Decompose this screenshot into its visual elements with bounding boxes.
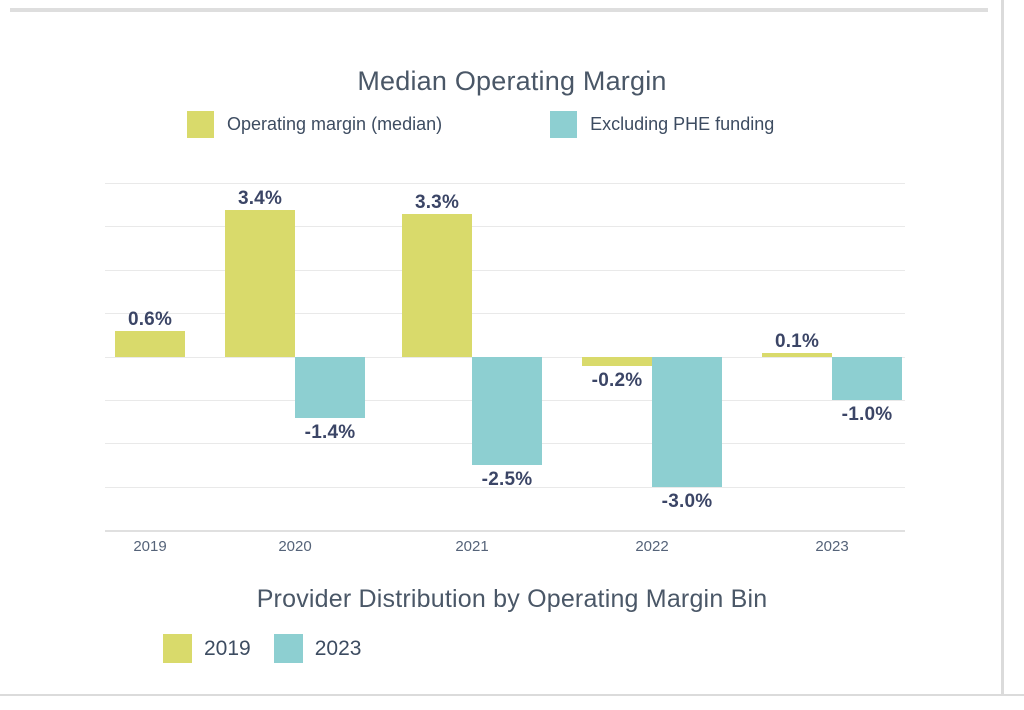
data-label-2021-series2: -2.5% [481, 469, 533, 491]
page-top-border [10, 8, 988, 12]
data-label-2021-series1: 3.3% [414, 192, 460, 214]
page-right-border [1001, 0, 1004, 695]
gridline [105, 183, 905, 184]
data-label-2019-series1: 0.6% [127, 309, 173, 331]
gridline [105, 486, 905, 488]
legend-label-2019: 2019 [204, 636, 251, 660]
gridline [105, 313, 905, 315]
chart1-legend: Operating margin (median) Excluding PHE … [187, 111, 774, 138]
bar-2020-series1 [225, 209, 295, 357]
legend-label-excluding-phe: Excluding PHE funding [590, 114, 775, 134]
page-bottom-border [0, 694, 1024, 696]
legend-swatch-operating-margin [187, 111, 214, 138]
x-tick-label-2019: 2019 [133, 538, 167, 555]
data-label-2022-series1: -0.2% [591, 369, 643, 391]
bar-2019-series1 [115, 331, 185, 357]
bar-chart-plot-area: 0.6% 3.4% -1.4% 3.3% -2.5% -0.2% -3.0% 0.1% -1.0… [105, 183, 905, 532]
bar-2022-series1 [582, 357, 652, 366]
bar-2023-series1 [762, 352, 832, 357]
chart2-title: Provider Distribution by Operating Margi… [256, 585, 768, 613]
legend-swatch-2023 [273, 634, 303, 663]
bar-2020-series2 [295, 357, 365, 418]
data-label-2020-series1: 3.4% [237, 187, 283, 209]
x-axis-labels: 2019 2020 2021 2022 2023 [105, 538, 905, 558]
chart1-title: Median Operating Margin [357, 66, 667, 96]
gridline [105, 226, 905, 228]
data-label-2022-series2: -3.0% [661, 490, 713, 512]
legend-swatch-excluding-phe [550, 111, 578, 138]
x-tick-label-2021: 2021 [455, 538, 489, 555]
x-tick-label-2020: 2020 [278, 538, 312, 555]
gridline [105, 269, 905, 271]
bar-2021-series2 [472, 357, 542, 466]
bar-2021-series1 [402, 214, 472, 357]
legend-swatch-2019 [163, 634, 192, 663]
data-label-2020-series2: -1.4% [304, 421, 356, 443]
x-axis-line [105, 530, 905, 532]
x-tick-label-2022: 2022 [635, 538, 669, 555]
bar-2023-series2 [832, 357, 902, 401]
x-tick-label-2023: 2023 [815, 538, 849, 555]
bar-2022-series2 [652, 357, 722, 487]
legend-label-operating-margin: Operating margin (median) [227, 114, 443, 134]
legend-label-2023: 2023 [314, 636, 362, 660]
chart2-legend: 2019 2023 [163, 634, 361, 663]
data-label-2023-series1: 0.1% [774, 330, 820, 352]
data-label-2023-series2: -1.0% [841, 404, 893, 426]
